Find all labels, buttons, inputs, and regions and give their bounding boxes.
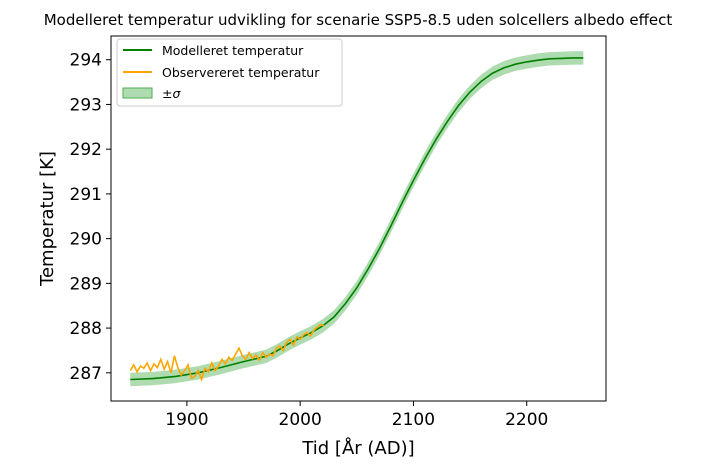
legend: Modelleret temperatur Observereret tempe… [116,38,343,107]
x-tick-label: 2000 [279,410,322,430]
x-axis-ticks: 1900 2000 2100 2200 [165,401,548,430]
legend-label-sigma: ±σ [162,86,181,101]
x-tick-label: 2200 [505,410,548,430]
y-tick-label: 288 [70,319,102,339]
y-tick-label: 289 [70,274,102,294]
legend-label-modelleret-temperatur: Modelleret temperatur [162,43,304,58]
legend-swatch-sigma [122,87,153,99]
y-tick-label: 291 [70,185,102,205]
y-tick-label: 287 [70,364,102,384]
x-axis-label: Tid [År (AD)] [301,437,414,459]
plot-frame [110,35,607,402]
y-tick-label: 290 [70,230,102,250]
plot-area [110,35,607,402]
x-tick-label: 2100 [392,410,435,430]
legend-label-observereret-temperatur: Observereret temperatur [162,65,320,80]
x-tick-label: 1900 [165,410,208,430]
chart-title: Modelleret temperatur udvikling for scen… [44,11,673,29]
y-tick-label: 294 [70,51,102,71]
y-axis-label: Temperatur [K] [37,151,58,287]
y-tick-label: 292 [70,140,102,160]
series-line-observereret-temperatur [129,323,325,382]
y-axis-ticks: 287 288 289 290 291 292 293 294 [70,51,111,384]
y-tick-label: 293 [70,95,102,115]
legend-box [116,38,343,107]
